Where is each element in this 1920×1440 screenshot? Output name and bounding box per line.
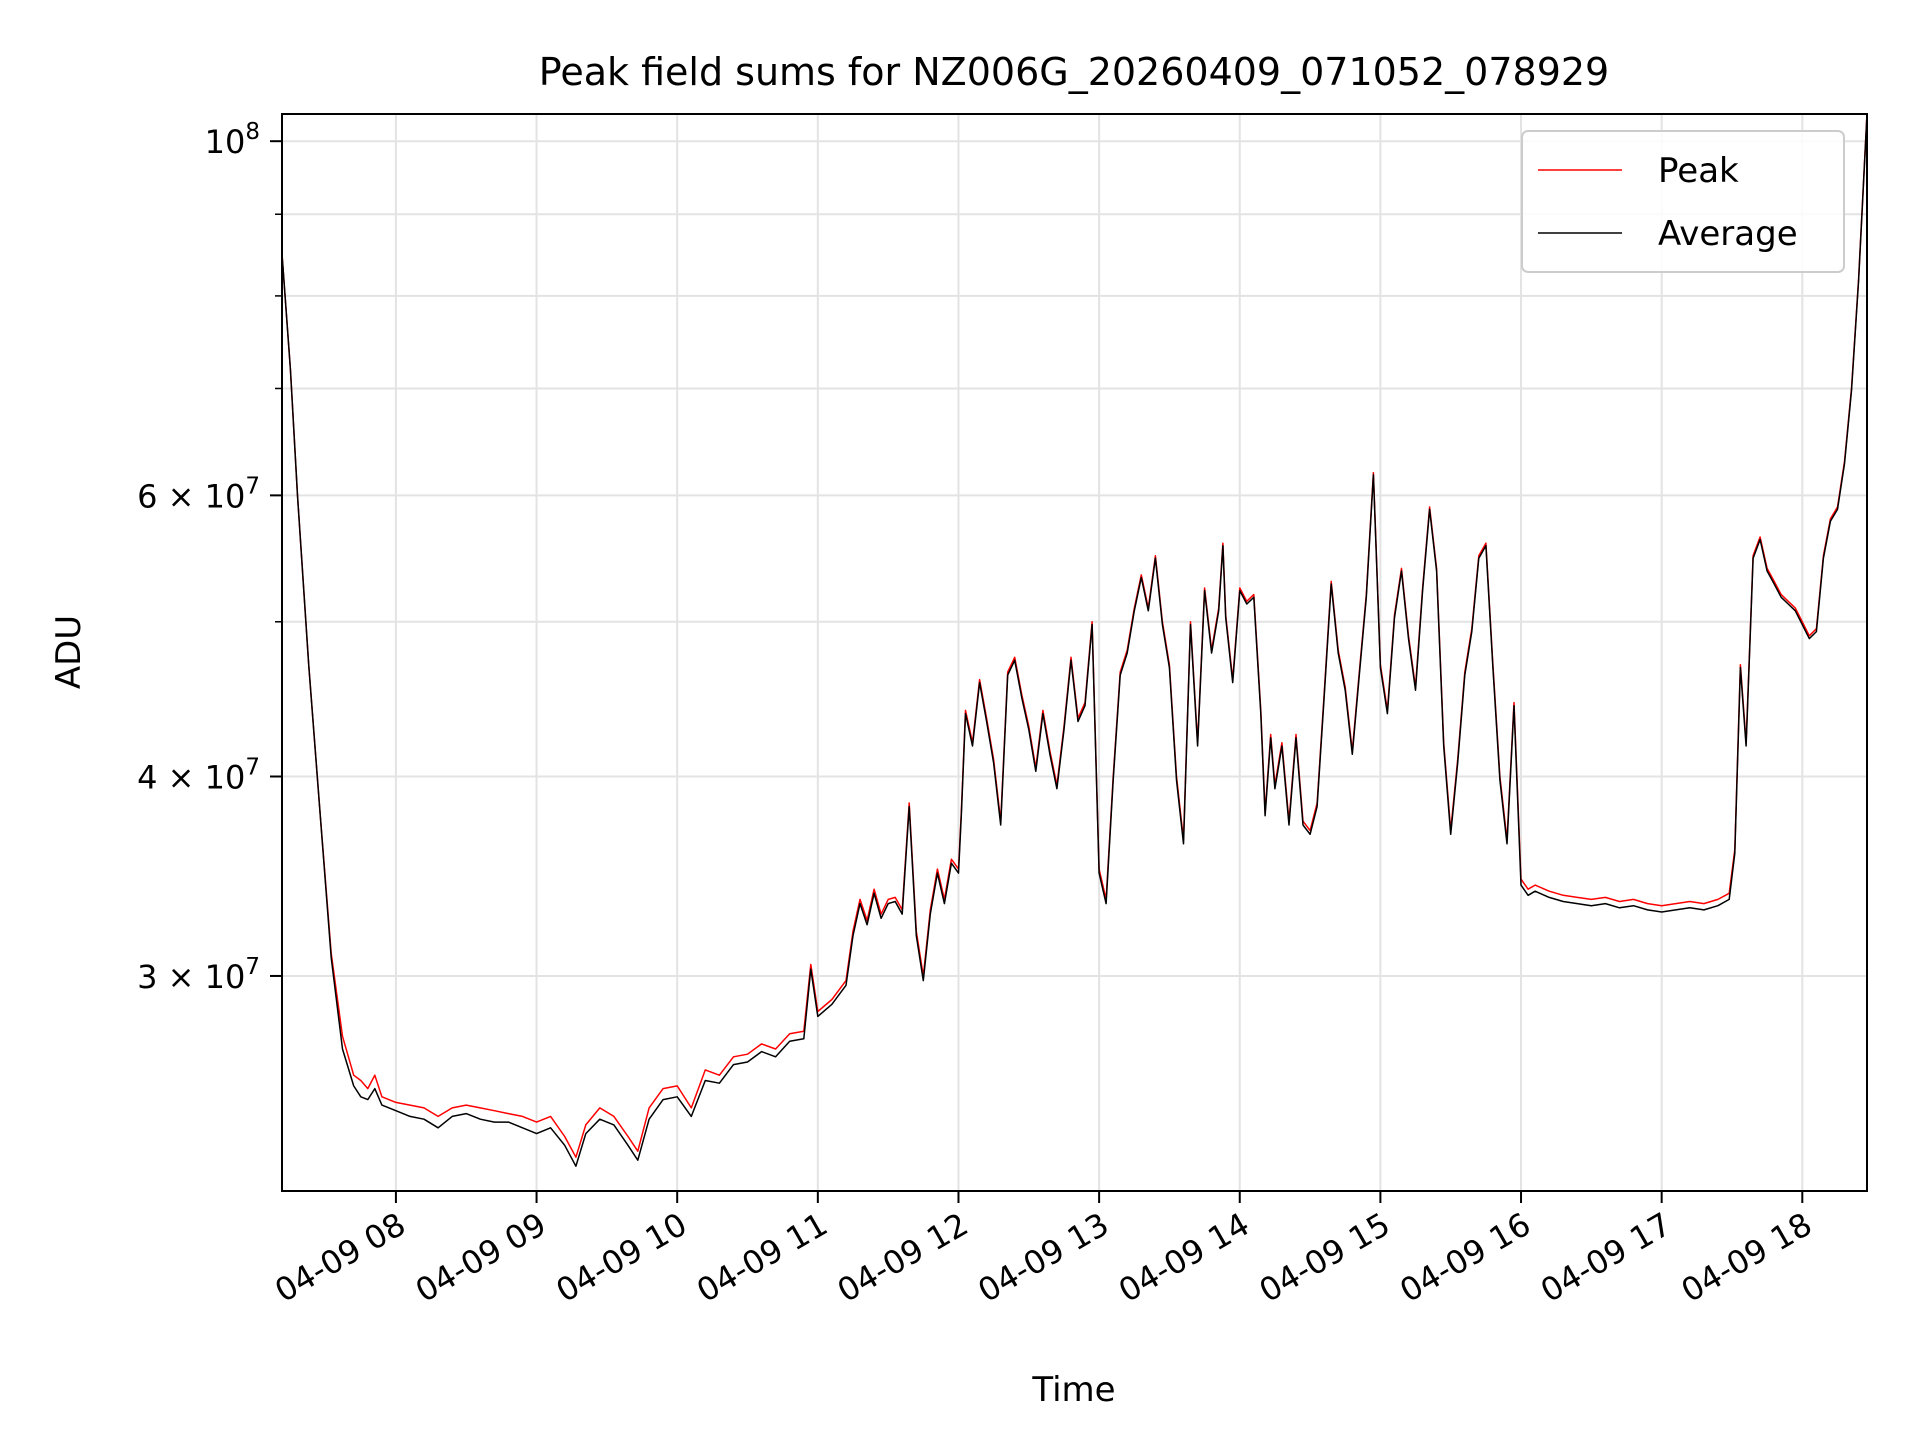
y-tick-label: 4 × 107: [137, 754, 260, 796]
legend-box: [1521, 130, 1845, 273]
legend-label-average: Average: [1658, 214, 1798, 254]
y-tick-label: 6 × 107: [137, 473, 260, 515]
plot-frame: [281, 113, 1868, 1192]
legend: Peak Average: [1521, 130, 1845, 273]
y-tick-label: 108: [205, 119, 260, 161]
chart-title: Peak field sums for NZ006G_20260409_0710…: [539, 50, 1609, 94]
series-group: [281, 113, 1868, 1167]
legend-label-peak: Peak: [1658, 151, 1739, 191]
y-axis-label: ADU: [49, 615, 89, 689]
series-line-average: [281, 113, 1868, 1167]
y-axis: 3 × 107 4 × 107 6 × 107 108: [137, 119, 282, 996]
y-tick-label: 3 × 107: [137, 954, 260, 996]
x-axis-label: Time: [1031, 1370, 1115, 1410]
